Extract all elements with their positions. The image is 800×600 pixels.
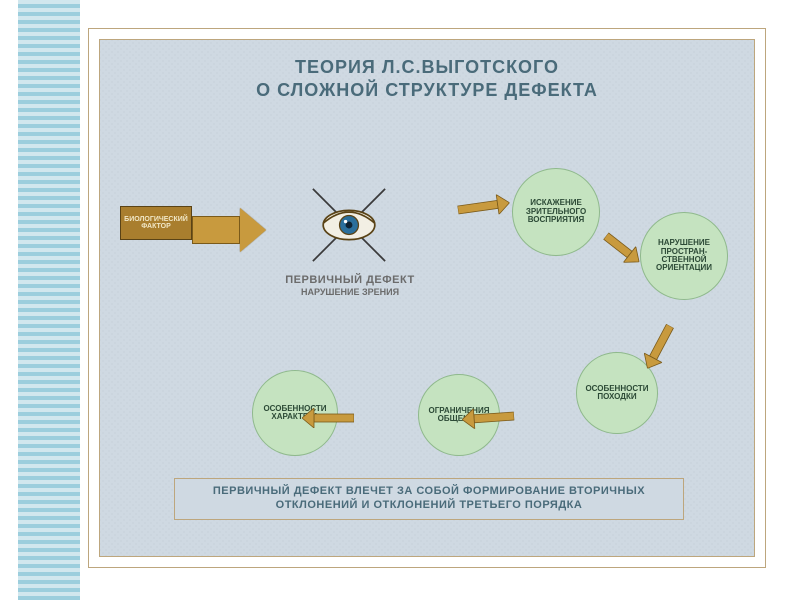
eye-icon (306, 182, 392, 268)
node-orientation: НАРУШЕНИЕ ПРОСТРАН- СТВЕННОЙ ОРИЕНТАЦИИ (640, 212, 728, 300)
left-hatch-decoration (18, 0, 80, 600)
factor-arrow-head (240, 208, 266, 252)
arrow-communication-to-character (302, 408, 354, 428)
primary-defect-line-1: ПЕРВИЧНЫЙ ДЕФЕКТ (280, 274, 420, 287)
footer-caption-box: ПЕРВИЧНЫЙ ДЕФЕКТ ВЛЕЧЕТ ЗА СОБОЙ ФОРМИРО… (174, 478, 684, 520)
node-perception: ИСКАЖЕНИЕ ЗРИТЕЛЬНОГО ВОСПРИЯТИЯ (512, 168, 600, 256)
biological-factor-text: БИОЛОГИЧЕСКИЙ ФАКТОР (124, 216, 188, 231)
arrow-orientation-to-gait (639, 321, 679, 373)
title-line-1: ТЕОРИЯ Л.С.ВЫГОТСКОГО (100, 56, 754, 79)
footer-line-2: ОТКЛОНЕНИЙ И ОТКЛОНЕНИЙ ТРЕТЬЕГО ПОРЯДКА (183, 499, 675, 513)
arrow-perception-to-orientation (600, 228, 645, 270)
page-root: ТЕОРИЯ Л.С.ВЫГОТСКОГО О СЛОЖНОЙ СТРУКТУР… (0, 0, 800, 600)
primary-defect-line-2: НАРУШЕНИЕ ЗРЕНИЯ (280, 287, 420, 298)
primary-defect-label: ПЕРВИЧНЫЙ ДЕФЕКТ НАРУШЕНИЕ ЗРЕНИЯ (280, 274, 420, 298)
arrow-eye-to-perception (457, 193, 511, 220)
inner-panel: ТЕОРИЯ Л.С.ВЫГОТСКОГО О СЛОЖНОЙ СТРУКТУР… (99, 39, 755, 557)
arrow-gait-to-communication (461, 406, 514, 430)
outer-panel: ТЕОРИЯ Л.С.ВЫГОТСКОГО О СЛОЖНОЙ СТРУКТУР… (88, 28, 766, 568)
title-line-2: О СЛОЖНОЙ СТРУКТУРЕ ДЕФЕКТА (100, 79, 754, 102)
factor-arrow-shaft (192, 216, 240, 244)
diagram-stage: ТЕОРИЯ Л.С.ВЫГОТСКОГО О СЛОЖНОЙ СТРУКТУР… (100, 40, 754, 556)
biological-factor-box: БИОЛОГИЧЕСКИЙ ФАКТОР (120, 206, 192, 240)
diagram-title: ТЕОРИЯ Л.С.ВЫГОТСКОГО О СЛОЖНОЙ СТРУКТУР… (100, 56, 754, 101)
footer-line-1: ПЕРВИЧНЫЙ ДЕФЕКТ ВЛЕЧЕТ ЗА СОБОЙ ФОРМИРО… (183, 485, 675, 499)
